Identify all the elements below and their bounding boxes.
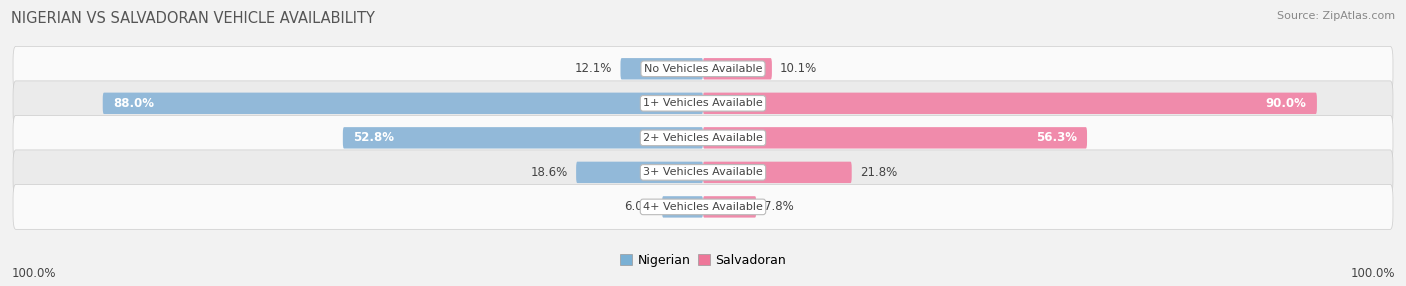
- Text: 52.8%: 52.8%: [353, 131, 394, 144]
- Text: 100.0%: 100.0%: [11, 267, 56, 280]
- FancyBboxPatch shape: [662, 196, 703, 218]
- Legend: Nigerian, Salvadoran: Nigerian, Salvadoran: [616, 250, 790, 271]
- Text: 10.1%: 10.1%: [780, 62, 817, 75]
- FancyBboxPatch shape: [13, 46, 1393, 91]
- Text: 56.3%: 56.3%: [1036, 131, 1077, 144]
- Text: NIGERIAN VS SALVADORAN VEHICLE AVAILABILITY: NIGERIAN VS SALVADORAN VEHICLE AVAILABIL…: [11, 11, 375, 26]
- Text: 100.0%: 100.0%: [1350, 267, 1395, 280]
- FancyBboxPatch shape: [703, 162, 852, 183]
- FancyBboxPatch shape: [620, 58, 703, 80]
- Text: 3+ Vehicles Available: 3+ Vehicles Available: [643, 167, 763, 177]
- FancyBboxPatch shape: [703, 196, 756, 218]
- Text: Source: ZipAtlas.com: Source: ZipAtlas.com: [1277, 11, 1395, 21]
- FancyBboxPatch shape: [576, 162, 703, 183]
- Text: 88.0%: 88.0%: [112, 97, 155, 110]
- Text: 90.0%: 90.0%: [1265, 97, 1306, 110]
- Text: 1+ Vehicles Available: 1+ Vehicles Available: [643, 98, 763, 108]
- FancyBboxPatch shape: [13, 150, 1393, 195]
- FancyBboxPatch shape: [703, 127, 1087, 148]
- Text: 18.6%: 18.6%: [530, 166, 568, 179]
- Text: 6.0%: 6.0%: [624, 200, 654, 213]
- Text: 7.8%: 7.8%: [765, 200, 794, 213]
- FancyBboxPatch shape: [13, 116, 1393, 160]
- Text: No Vehicles Available: No Vehicles Available: [644, 64, 762, 74]
- FancyBboxPatch shape: [703, 58, 772, 80]
- FancyBboxPatch shape: [703, 93, 1317, 114]
- FancyBboxPatch shape: [13, 81, 1393, 126]
- Text: 12.1%: 12.1%: [575, 62, 612, 75]
- Text: 2+ Vehicles Available: 2+ Vehicles Available: [643, 133, 763, 143]
- FancyBboxPatch shape: [13, 184, 1393, 229]
- Text: 21.8%: 21.8%: [860, 166, 897, 179]
- FancyBboxPatch shape: [343, 127, 703, 148]
- FancyBboxPatch shape: [103, 93, 703, 114]
- Text: 4+ Vehicles Available: 4+ Vehicles Available: [643, 202, 763, 212]
